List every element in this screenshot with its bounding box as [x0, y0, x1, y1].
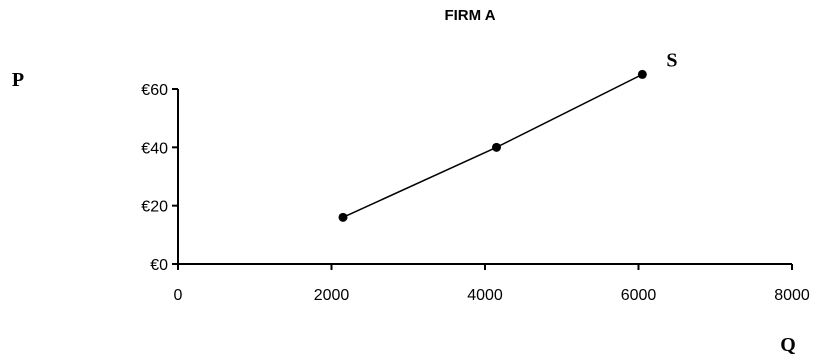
data-point	[492, 142, 502, 152]
x-tick-label: 8000	[774, 287, 810, 304]
chart-title: FIRM A	[444, 7, 495, 24]
x-tick-label: 0	[174, 287, 183, 304]
x-tick-label: 2000	[314, 287, 350, 304]
plot-area: S	[338, 49, 677, 222]
y-tick-label: €40	[141, 140, 168, 157]
series-label: S	[666, 49, 677, 71]
x-axis-label: Q	[780, 334, 796, 356]
x-tick-label: 6000	[621, 287, 657, 304]
y-tick-label: €60	[141, 82, 168, 99]
data-point	[338, 212, 348, 222]
y-tick-label: €0	[150, 257, 168, 274]
y-tick-label: €20	[141, 199, 168, 216]
y-axis-label: P	[12, 69, 24, 91]
data-point	[637, 69, 647, 79]
x-tick-label: 4000	[467, 287, 503, 304]
axes: 0 2000 4000 6000 8000 €0 €20 €40 €60	[141, 82, 810, 304]
